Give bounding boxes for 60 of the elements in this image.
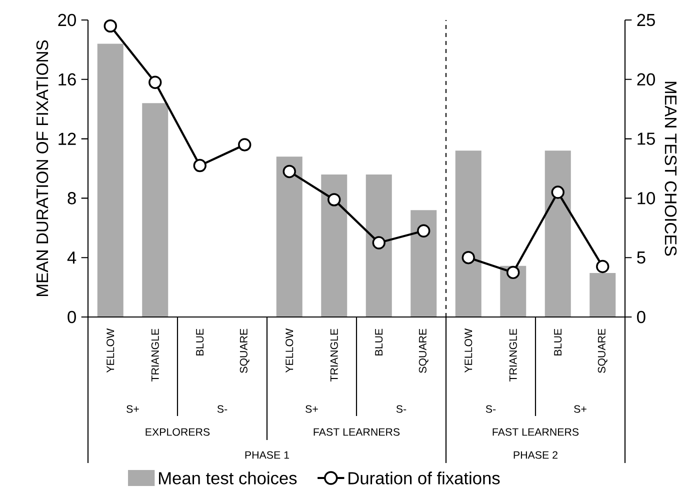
point [551,186,564,199]
bar [410,210,437,317]
bar [455,150,482,317]
legend-label: Duration of fixations [348,472,500,484]
y-axis-title: MEAN DURATION OF FIXATIONS [36,40,48,296]
y2-tick-label: 10 [638,192,655,204]
text: EXPLORERS [146,428,210,436]
bar [276,156,302,317]
bar [590,273,616,317]
x-tick-label: YELLOW [286,328,294,373]
x-tick-label: TRIANGLE [330,328,338,382]
text: S- [396,405,406,413]
x-tick-label: YELLOW [106,328,114,373]
x-tick-label: YELLOW [464,328,472,373]
point [238,138,252,152]
y-tick-label: 12 [58,132,76,145]
bar [97,44,124,317]
x-tick-label: SQUARE [418,328,428,373]
y2-tick-label: 0 [637,310,646,324]
x-tick-label: SQUARE [598,328,608,373]
text: S+ [306,405,318,413]
text: S+ [126,405,139,413]
bar [366,174,392,317]
bar [321,174,348,317]
y2-axis-title: MEAN TEST CHOICES [664,82,677,256]
point [596,260,610,274]
y2-tick-label: 25 [637,14,655,26]
y-tick-label: 16 [58,73,76,86]
point [104,19,117,33]
x-tick-label: SQUARE [240,328,250,373]
x-tick-label: BLUE [554,328,562,356]
y2-tick-label: 5 [637,252,646,264]
y-tick-label: 20 [58,14,76,26]
text: FAST LEARNERS [314,428,400,436]
y-tick-label: 8 [68,192,76,204]
point [417,224,430,238]
y-tick-label: 4 [67,252,76,264]
x-tick-label: TRIANGLE [151,328,159,382]
point [282,164,296,178]
point [506,266,520,280]
point [148,76,162,89]
text: PHASE 1 [245,451,290,459]
x-tick-label: BLUE [196,328,204,356]
x-tick-label: BLUE [375,328,383,356]
text: S- [486,405,496,413]
y2-tick-label: 15 [638,132,655,145]
legend-label: Mean test choices [159,472,297,484]
text: FAST LEARNERS [492,428,579,436]
point [462,250,475,264]
point [193,158,206,172]
y2-tick-label: 20 [637,73,655,86]
text: PHASE 2 [514,451,558,459]
x-tick-label: TRIANGLE [509,328,517,382]
bar [544,150,571,317]
point [328,193,341,206]
bar [142,103,168,317]
text: S- [217,405,228,413]
text: S+ [574,405,586,413]
y-tick-label: 0 [68,310,76,324]
point [372,236,386,250]
